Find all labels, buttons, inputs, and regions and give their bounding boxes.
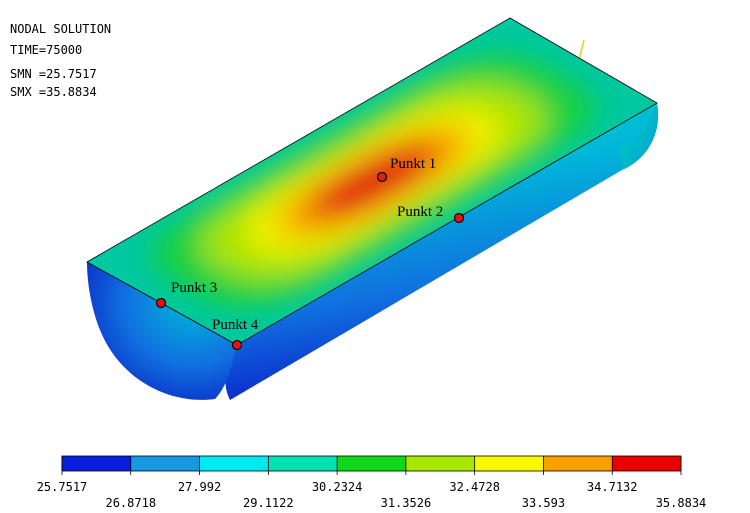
- points: Punkt 1 Punkt 2 Punkt 3 Punkt 4: [155, 156, 465, 351]
- point-label: Punkt 4: [212, 317, 259, 333]
- legend-label: 25.7517: [37, 480, 88, 494]
- end-face: [87, 262, 237, 400]
- legend-label: 35.8834: [656, 496, 707, 510]
- legend-label: 26.8718: [105, 496, 156, 510]
- legend-swatch: [62, 456, 131, 471]
- header-smn: SMN =25.7517: [10, 67, 97, 81]
- point-label: Punkt 1: [390, 156, 436, 172]
- point-marker: [231, 339, 243, 351]
- header-time: TIME=75000: [10, 43, 82, 57]
- point-label: Punkt 3: [171, 280, 217, 296]
- point-marker: [376, 171, 388, 183]
- right-end: [620, 103, 659, 170]
- legend-swatch: [130, 456, 200, 471]
- legend-label: 32.4728: [449, 480, 500, 494]
- top-face: [87, 18, 657, 345]
- header-title: NODAL SOLUTION: [10, 22, 111, 36]
- legend-label: 29.1122: [243, 496, 294, 510]
- legend-swatch: [543, 456, 613, 471]
- model: [86, 17, 659, 400]
- legend: 25.7517 26.8718 27.992 29.1122 30.2324 31.352…: [37, 455, 707, 510]
- legend-label: 30.2324: [312, 480, 363, 494]
- legend-swatch: [405, 456, 475, 471]
- legend-label: 27.992: [178, 480, 221, 494]
- point-marker: [155, 297, 167, 309]
- header-smx: SMX =35.8834: [10, 85, 97, 99]
- curved-side: [225, 103, 659, 400]
- point-label: Punkt 2: [397, 204, 443, 220]
- legend-swatch: [337, 456, 406, 471]
- legend-label: 33.593: [522, 496, 565, 510]
- point-marker: [453, 212, 465, 224]
- legend-swatch: [199, 456, 269, 471]
- legend-swatch: [612, 456, 681, 471]
- legend-swatch: [474, 456, 544, 471]
- legend-label: 31.3526: [381, 496, 432, 510]
- legend-label: 34.7132: [587, 480, 638, 494]
- legend-swatch: [268, 456, 338, 471]
- header: NODAL SOLUTION TIME=75000 SMN =25.7517 S…: [10, 22, 111, 99]
